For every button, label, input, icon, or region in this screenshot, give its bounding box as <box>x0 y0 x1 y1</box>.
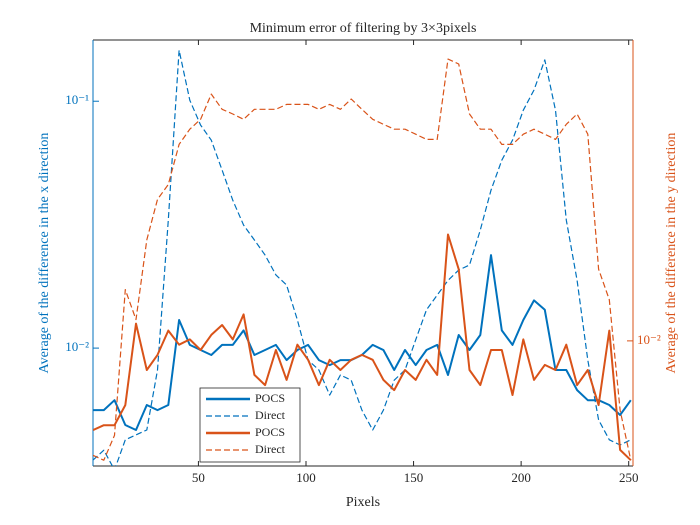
y2-tick-label: 10⁻² <box>637 332 661 347</box>
y-tick-label: 10⁻² <box>65 339 89 354</box>
x-axis-label: Pixels <box>346 495 380 510</box>
y2-axis-label: Average of the difference in the y direc… <box>664 133 679 374</box>
x-tick-label: 50 <box>192 470 205 485</box>
series-line <box>93 58 632 461</box>
y-tick-label: 10⁻¹ <box>65 92 89 107</box>
plot-area <box>93 49 632 466</box>
x-tick-label: 250 <box>619 470 639 485</box>
legend-label: POCS <box>255 391 285 405</box>
legend-label: Direct <box>255 408 286 422</box>
series-line <box>93 233 632 461</box>
legend-label: Direct <box>255 442 286 456</box>
x-tick-label: 100 <box>296 470 316 485</box>
x-tick-label: 150 <box>404 470 424 485</box>
chart-title: Minimum error of filtering by 3×3pixels <box>250 21 477 36</box>
legend-label: POCS <box>255 425 285 439</box>
series-line <box>93 49 632 466</box>
y-axis-label: Average of the difference in the x direc… <box>37 133 52 374</box>
x-tick-label: 200 <box>511 470 531 485</box>
